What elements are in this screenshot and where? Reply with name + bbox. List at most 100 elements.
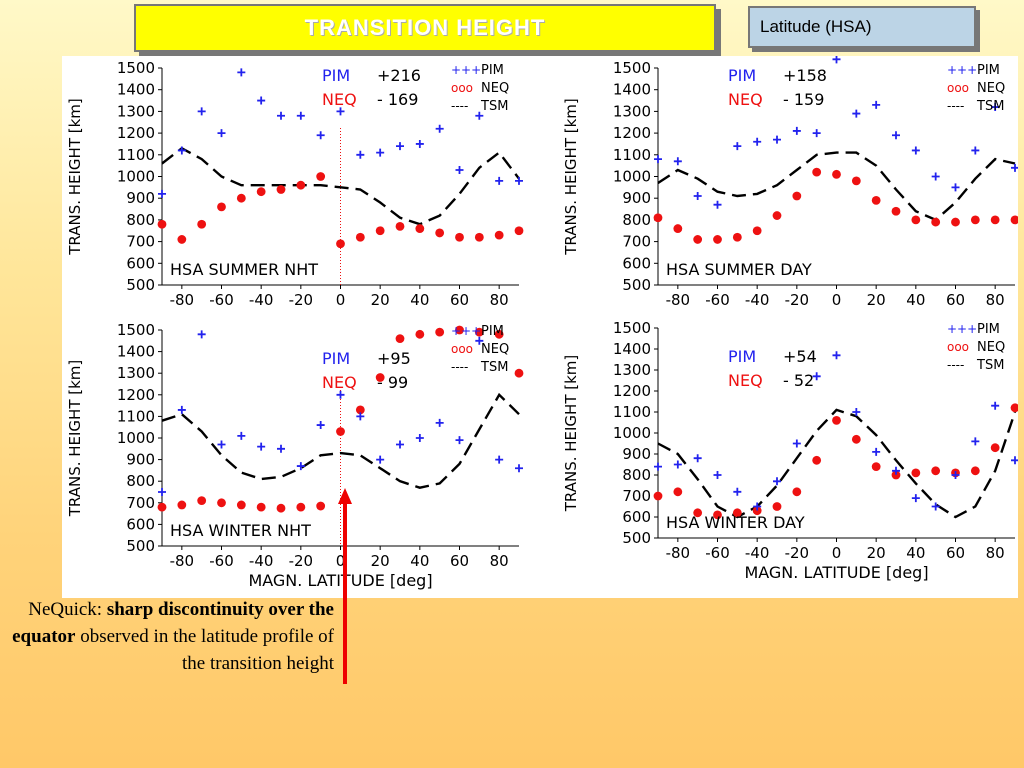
neq-point <box>832 416 841 425</box>
x-tick-label: -80 <box>170 552 195 570</box>
x-tick-label: 40 <box>410 291 429 309</box>
neq-point <box>792 191 802 201</box>
pim-point <box>991 401 1000 410</box>
y-tick-label: 600 <box>126 254 155 272</box>
y-axis-label: TRANS. HEIGHT [km] <box>66 360 84 518</box>
pim-point <box>515 464 523 473</box>
y-tick-label: 1100 <box>117 407 155 425</box>
pim-stat-value: +158 <box>783 66 827 85</box>
neq-point <box>871 195 881 205</box>
x-tick-label: 0 <box>832 291 842 309</box>
y-tick-label: 1200 <box>613 382 651 400</box>
pim-point <box>951 183 960 192</box>
y-tick-label: 1100 <box>117 146 155 164</box>
pim-point <box>376 455 385 464</box>
neq-point <box>197 496 207 506</box>
legend-symbol: ---- <box>947 99 964 113</box>
legend-symbol: ---- <box>451 99 468 113</box>
pim-point <box>237 68 246 77</box>
neq-point <box>217 202 226 212</box>
neq-point <box>732 232 742 242</box>
x-tick-label: 20 <box>371 552 390 570</box>
pim-point <box>336 390 345 399</box>
x-tick-label: -20 <box>785 544 810 562</box>
neq-point <box>752 506 762 516</box>
pim-point <box>336 107 345 116</box>
pim-point <box>435 418 444 427</box>
pim-point <box>257 96 266 105</box>
neq-point <box>474 232 484 242</box>
legend-label: NEQ <box>481 342 509 357</box>
legend-label: TSM <box>976 358 1004 373</box>
pim-point <box>296 111 305 120</box>
y-tick-label: 700 <box>126 233 155 251</box>
legend-symbol: ---- <box>451 360 468 374</box>
pim-stat-name: PIM <box>728 347 756 366</box>
y-tick-label: 800 <box>622 466 651 484</box>
x-tick-label: -40 <box>249 552 274 570</box>
neq-point <box>931 466 941 476</box>
pim-point <box>495 455 504 464</box>
neq-point <box>990 443 1000 453</box>
red-arrow-icon <box>338 488 352 684</box>
neq-point <box>375 373 385 382</box>
caption-pre: NeQuick: <box>28 599 107 620</box>
x-tick-label: -60 <box>209 552 234 570</box>
neq-point <box>871 462 881 471</box>
caption-post: observed in the latitude profile of the … <box>75 626 334 674</box>
legend-symbol: ooo <box>947 81 969 95</box>
neq-point <box>970 215 980 225</box>
y-tick-label: 700 <box>622 487 651 505</box>
neq-point <box>355 405 365 415</box>
pim-point <box>356 150 365 159</box>
y-tick-label: 1400 <box>117 81 155 99</box>
legend-symbol: +++ <box>947 63 977 77</box>
pim-point <box>773 477 781 486</box>
pim-point <box>217 440 226 449</box>
y-tick-label: 1100 <box>613 403 651 421</box>
neq-point <box>1010 403 1018 413</box>
legend-symbol: +++ <box>451 63 481 77</box>
x-tick-label: 0 <box>832 544 842 562</box>
y-axis-label: TRANS. HEIGHT [km] <box>562 355 580 513</box>
pim-point <box>515 176 523 185</box>
y-tick-label: 500 <box>622 276 651 294</box>
neq-point <box>415 224 425 233</box>
pim-point <box>654 462 662 471</box>
neq-point <box>673 224 683 233</box>
pim-stat-value: +216 <box>377 66 421 85</box>
pim-point <box>356 412 365 421</box>
x-tick-label: 40 <box>906 544 925 562</box>
pim-point <box>197 107 206 116</box>
pim-point <box>455 165 464 174</box>
pim-point <box>396 142 404 151</box>
pim-stat-value: +54 <box>783 347 817 366</box>
neq-point <box>316 172 326 181</box>
pim-point <box>673 157 682 166</box>
x-tick-label: -40 <box>249 291 274 309</box>
x-tick-label: 40 <box>410 552 429 570</box>
neq-point <box>1010 215 1018 225</box>
neq-point <box>177 500 187 510</box>
neq-point <box>891 470 901 480</box>
pim-point <box>158 189 166 198</box>
neq-stat-value: - 159 <box>783 90 824 109</box>
legend-label: TSM <box>976 99 1004 114</box>
x-tick-label: 0 <box>336 291 346 309</box>
neq-point <box>256 187 266 197</box>
pim-point <box>753 502 762 511</box>
x-tick-label: 80 <box>490 552 509 570</box>
neq-point <box>653 213 663 223</box>
legend-label: NEQ <box>481 81 509 96</box>
x-tick-label: 20 <box>867 544 886 562</box>
neq-point <box>494 329 504 339</box>
legend-symbol: ---- <box>947 358 964 372</box>
pim-point <box>1011 163 1018 172</box>
legend-label: PIM <box>481 63 504 78</box>
red-arrow-head <box>338 488 352 684</box>
y-tick-label: 900 <box>126 189 155 207</box>
y-tick-label: 1300 <box>117 102 155 120</box>
neq-point <box>772 502 782 511</box>
legend-label: NEQ <box>977 340 1005 355</box>
panel-label: HSA SUMMER NHT <box>170 260 318 279</box>
